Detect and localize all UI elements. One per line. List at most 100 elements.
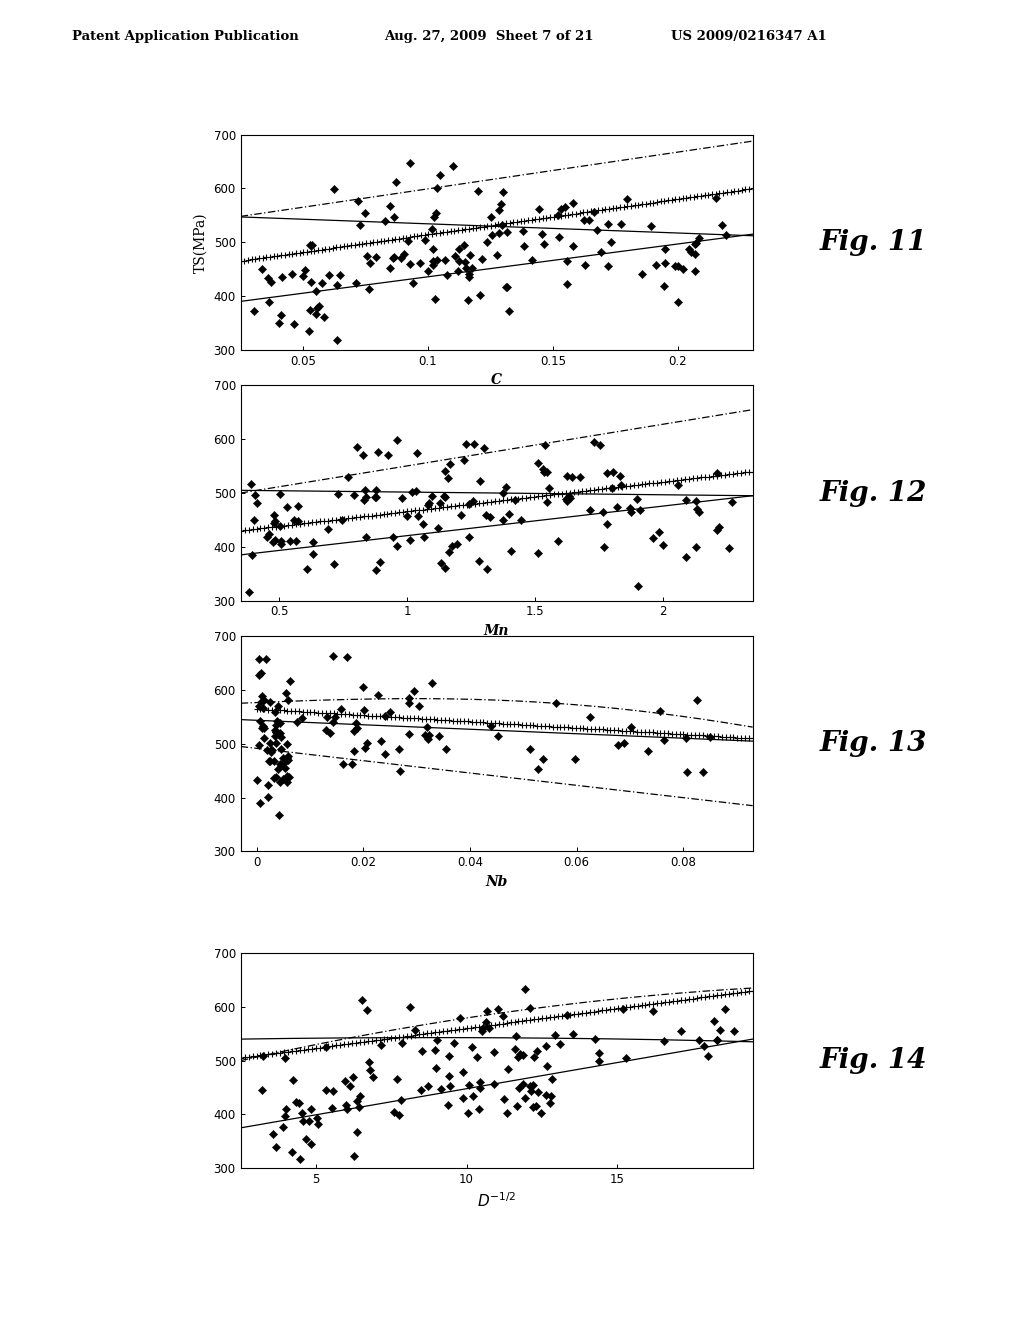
Point bbox=[695, 1036, 712, 1057]
Point bbox=[294, 708, 310, 729]
Point bbox=[501, 503, 517, 524]
Point bbox=[495, 1006, 511, 1027]
Point bbox=[314, 273, 331, 294]
Point bbox=[632, 499, 648, 520]
Point bbox=[251, 696, 267, 717]
Point bbox=[280, 746, 296, 767]
Point bbox=[524, 249, 541, 271]
Point bbox=[623, 502, 639, 523]
Point bbox=[391, 738, 408, 759]
Point bbox=[356, 479, 373, 500]
Point bbox=[482, 715, 499, 737]
Point bbox=[272, 727, 289, 748]
Point bbox=[263, 739, 280, 760]
Point bbox=[279, 747, 295, 768]
Point bbox=[655, 276, 672, 297]
Point bbox=[657, 252, 674, 273]
Point bbox=[586, 201, 602, 222]
Point bbox=[593, 242, 609, 263]
Point bbox=[402, 253, 419, 275]
Point bbox=[273, 531, 290, 552]
Point bbox=[295, 265, 311, 286]
Point bbox=[463, 257, 479, 279]
Text: US 2009/0216347 A1: US 2009/0216347 A1 bbox=[671, 30, 826, 44]
Point bbox=[368, 246, 384, 267]
Point bbox=[261, 733, 278, 754]
Point bbox=[402, 153, 419, 174]
Point bbox=[276, 1048, 293, 1069]
Point bbox=[536, 748, 552, 770]
Point bbox=[651, 521, 668, 543]
Point bbox=[709, 1030, 725, 1051]
Point bbox=[413, 1078, 429, 1100]
Point bbox=[334, 510, 350, 531]
Point bbox=[655, 730, 672, 751]
Point bbox=[550, 531, 566, 552]
Point bbox=[612, 465, 629, 486]
Point bbox=[288, 531, 304, 552]
Point bbox=[655, 1031, 672, 1052]
Point bbox=[281, 748, 297, 770]
Point bbox=[266, 504, 283, 525]
Point bbox=[272, 771, 289, 792]
Point bbox=[415, 513, 431, 535]
Point bbox=[269, 696, 286, 717]
X-axis label: C: C bbox=[492, 374, 502, 387]
Point bbox=[436, 487, 453, 508]
Point bbox=[712, 516, 728, 537]
Point bbox=[440, 541, 457, 562]
Point bbox=[472, 1077, 488, 1098]
Point bbox=[536, 234, 552, 255]
Point bbox=[273, 267, 290, 288]
Point bbox=[673, 1020, 689, 1041]
Point bbox=[461, 492, 477, 513]
Point bbox=[538, 1084, 554, 1105]
Point bbox=[427, 288, 443, 309]
Point bbox=[712, 1019, 728, 1040]
Point bbox=[254, 685, 270, 706]
Point bbox=[472, 284, 488, 305]
Point bbox=[441, 1067, 458, 1088]
Point bbox=[478, 504, 495, 525]
Point bbox=[708, 187, 724, 209]
Point bbox=[355, 444, 372, 465]
Point bbox=[358, 733, 375, 754]
Point bbox=[581, 209, 597, 230]
Point bbox=[484, 224, 501, 246]
Point bbox=[721, 537, 737, 558]
Point bbox=[333, 698, 349, 719]
Point bbox=[414, 1040, 430, 1061]
Point bbox=[682, 242, 698, 263]
Point bbox=[284, 1142, 300, 1163]
Point bbox=[596, 537, 612, 558]
Point bbox=[322, 265, 338, 286]
Point bbox=[617, 1048, 634, 1069]
Point bbox=[670, 255, 686, 276]
Point bbox=[430, 726, 446, 747]
Point bbox=[618, 189, 635, 210]
Point bbox=[420, 495, 436, 516]
Point bbox=[515, 236, 531, 257]
Point bbox=[600, 214, 616, 235]
Point bbox=[689, 689, 706, 710]
Point bbox=[429, 249, 445, 271]
Point bbox=[351, 1097, 368, 1118]
Point bbox=[360, 279, 377, 300]
Y-axis label: TS(MPa): TS(MPa) bbox=[194, 213, 208, 272]
Point bbox=[603, 231, 620, 252]
Point bbox=[592, 434, 608, 455]
Point bbox=[643, 215, 659, 236]
Point bbox=[299, 558, 315, 579]
Point bbox=[507, 490, 523, 511]
Point bbox=[255, 1045, 271, 1067]
Point bbox=[512, 1044, 528, 1065]
Point bbox=[450, 261, 466, 282]
Point bbox=[521, 738, 538, 759]
Point bbox=[517, 978, 534, 999]
Point bbox=[432, 1078, 449, 1100]
Point bbox=[425, 249, 441, 271]
Point bbox=[327, 706, 343, 727]
Point bbox=[272, 738, 289, 759]
Point bbox=[264, 1123, 281, 1144]
Point bbox=[251, 735, 267, 756]
